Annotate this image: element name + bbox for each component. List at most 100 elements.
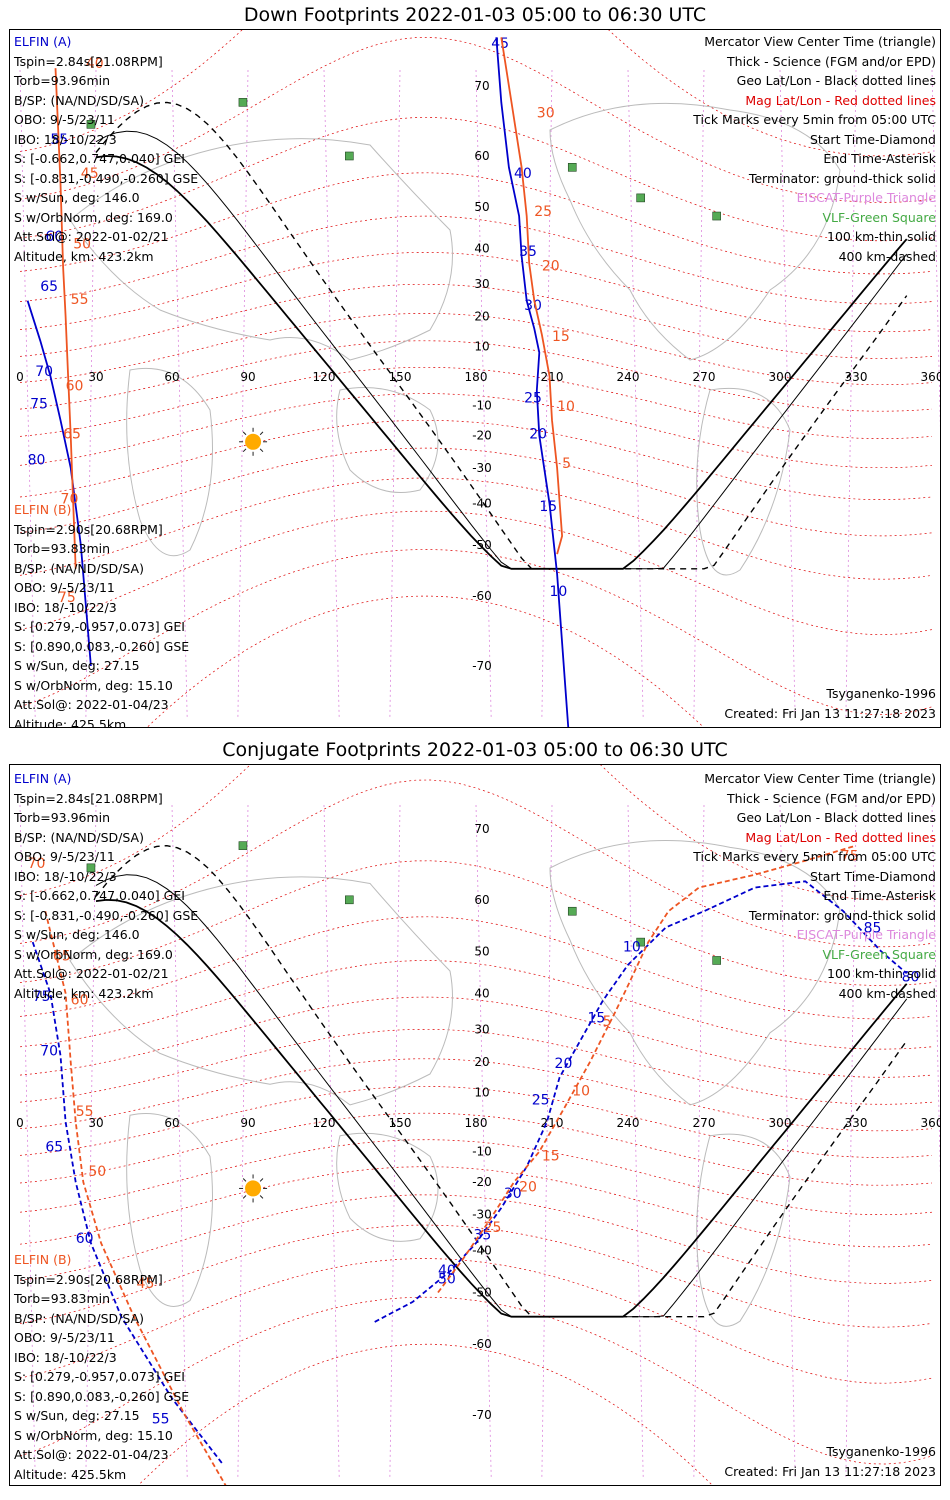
- x-tick-label: 150: [389, 370, 412, 384]
- x-tick-label: 180: [465, 370, 488, 384]
- series-tick-label: 65: [53, 948, 71, 964]
- mag-lat-line: [19, 1139, 933, 1216]
- terminator-400km: [95, 844, 908, 1318]
- vlf-square-icon: [238, 98, 248, 107]
- sat-a-obo-2: OBO: 9/-5/23/11: [14, 849, 115, 864]
- x-tick-label: 90: [240, 1116, 255, 1130]
- legend-vlf-2: VLF-Green Square: [822, 946, 936, 962]
- sat-b-name-2: ELFIN (B): [14, 1252, 72, 1267]
- y-tick-label: 40: [474, 986, 489, 1000]
- series-tick-label: 40: [86, 56, 104, 72]
- y-tick-label: 60: [474, 149, 489, 163]
- x-tick-label: 240: [617, 1116, 640, 1130]
- legend-start-2: Start Time-Diamond: [809, 868, 936, 884]
- series-tick-label: 60: [71, 993, 89, 1009]
- map-layer: 0 30 60 90 120 150 180 210 240 270 300 330 360 70 60 50…: [16, 30, 940, 727]
- y-tick-label: -70: [472, 659, 492, 673]
- terminator-100km: [95, 874, 908, 1318]
- legend-mag-2: Mag Lat/Lon - Red dotted lines: [745, 829, 936, 845]
- series-tick-label: 85: [864, 920, 882, 936]
- series-tick-label: 75: [33, 989, 51, 1005]
- series-tick-label: 20: [529, 427, 547, 443]
- x-tick-label: 150: [389, 1116, 412, 1130]
- sat-a-bsp-2: B/SP: (NA/ND/SD/SA): [14, 829, 144, 845]
- vlf-square-icon: [567, 906, 577, 916]
- geo-meridian-line: [19, 804, 36, 1478]
- geo-meridian-line: [171, 69, 188, 720]
- geo-meridian-line: [171, 804, 188, 1478]
- legend-100km: 100 km-thin solid: [827, 229, 936, 244]
- y-tick-label: -10: [472, 1145, 492, 1159]
- sat-b-name: ELFIN (B): [14, 502, 72, 517]
- panel1-chart: 0 30 60 90 120 150 180 210 240 270 300 330 360 70 60 50…: [16, 30, 940, 727]
- series-tick-label: 40: [438, 1263, 456, 1279]
- model-label: Tsyganenko-1996: [826, 686, 936, 701]
- mag-lat-line: [19, 960, 933, 1050]
- model-label-2: Tsyganenko-1996: [826, 1444, 936, 1459]
- series-line-elfin-b: [500, 37, 564, 555]
- y-tick-label: 20: [474, 309, 489, 323]
- legend-view-2: Mercator View Center Time (triangle): [704, 771, 936, 786]
- legend-400km: 400 km-dashed: [838, 248, 936, 264]
- series-tick-label: 50: [88, 1164, 106, 1180]
- series-tick-label: 15: [552, 329, 570, 345]
- legend-thick: Thick - Science (FGM and/or EPD): [727, 53, 936, 69]
- series-tick-label: 75: [58, 590, 76, 606]
- panel-down-footprints: 0 30 60 90 120 150 180 210 240 270 300 330 360 70 60 50…: [9, 29, 941, 728]
- y-tick-label: -10: [472, 398, 492, 412]
- continent-outline: [336, 1132, 439, 1242]
- vlf-square-icon: [636, 193, 645, 203]
- sat-a-attsol: Att.Sol@: 2022-01-02/21: [14, 229, 169, 244]
- legend-end: End Time-Asterisk: [823, 151, 936, 166]
- legend-view: Mercator View Center Time (triangle): [704, 34, 936, 49]
- legend-eiscat: EISCAT-Purple Triangle: [796, 190, 936, 205]
- terminator-400km: [95, 101, 908, 570]
- sat-a-ibo-2: IBO: 18/-10/22/3: [14, 868, 117, 884]
- series-tick-label: 60: [45, 229, 63, 245]
- geo-meridian-line: [323, 804, 340, 1478]
- y-tick-label: -30: [472, 1208, 492, 1222]
- series-tick-label: 50: [438, 1272, 456, 1288]
- x-tick-label: 30: [88, 1116, 103, 1130]
- mag-lat-line: [19, 916, 933, 1020]
- x-tick-label: 210: [541, 370, 564, 384]
- geo-meridian-line: [389, 804, 401, 1478]
- mag-lat-line: [19, 215, 933, 305]
- series-tick-label: 80: [28, 452, 46, 468]
- y-tick-label: -40: [472, 1244, 492, 1258]
- continent-outline: [696, 1133, 791, 1327]
- sat-b-sworb: S w/OrbNorm, deg: 15.10: [14, 677, 173, 693]
- sat-a-sworb: S w/OrbNorm, deg: 169.0: [14, 209, 173, 225]
- geo-meridian-line: [85, 804, 97, 1478]
- mag-lat-line: [19, 510, 933, 635]
- geo-meridian-line: [931, 804, 940, 1177]
- series-line-elfin-b: [437, 844, 857, 1294]
- series-line-elfin-a: [26, 300, 92, 666]
- vlf-square-icon: [712, 956, 721, 965]
- x-tick-label: 300: [769, 1116, 792, 1130]
- x-tick-label: 30: [88, 370, 103, 384]
- vlf-square-icon: [345, 151, 354, 161]
- mag-lat-line: [19, 172, 933, 275]
- series-tick-label: 25: [534, 204, 552, 220]
- sat-a-alt-2: Altitude, km: 423.2km: [14, 985, 154, 1001]
- sat-a-torb: Torb=93.96min: [14, 73, 111, 88]
- sat-b-bsp: B/SP: (NA/ND/SD/SA): [14, 560, 144, 576]
- mag-lat-line: [19, 1296, 933, 1465]
- panel2-title: Conjugate Footprints 2022-01-03 05:00 to…: [222, 739, 728, 761]
- sat-b-info-2: ELFIN (B) Tspin=2.90s[20.68RPM] Torb=93.…: [14, 1250, 189, 1484]
- geo-meridian-line: [779, 69, 796, 720]
- x-tick-label: 330: [845, 370, 868, 384]
- continent-outline: [126, 1112, 213, 1307]
- sat-b-swsun: S w/Sun, deg: 27.15: [14, 658, 140, 673]
- mag-lat-line: [19, 37, 933, 203]
- mag-lat-line: [19, 252, 933, 333]
- x-tick-label: 270: [693, 370, 716, 384]
- series-tick-label: 45: [81, 166, 99, 182]
- series-tick-label: 70: [61, 491, 79, 507]
- sat-a-tspin-2: Tspin=2.84s[21.08RPM]: [14, 790, 163, 806]
- mag-lat-line: [19, 1194, 933, 1284]
- legend-thick-2: Thick - Science (FGM and/or EPD): [727, 790, 936, 806]
- sat-b-gei-2: S: [0.279,-0.957,0.073] GEI: [14, 1369, 185, 1384]
- y-tick-label: -70: [472, 1408, 492, 1422]
